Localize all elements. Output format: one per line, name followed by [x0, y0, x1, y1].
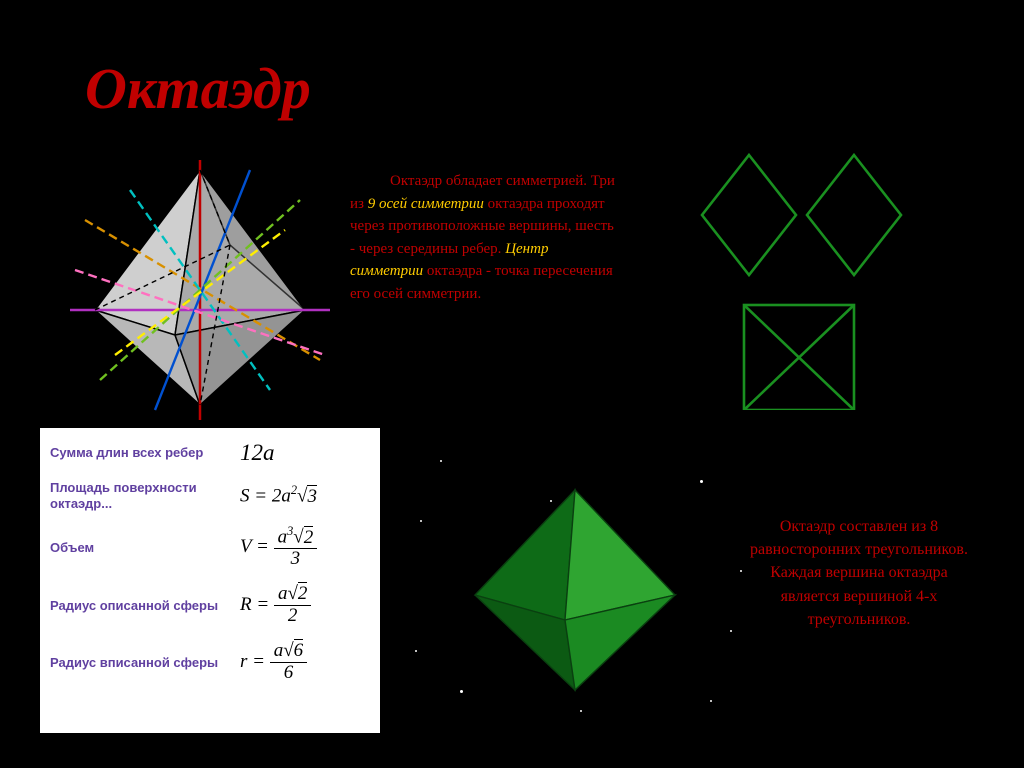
text-nine-axes: 9 осей симметрии	[368, 196, 484, 212]
formula-row-volume: Объем V = a3√23	[50, 525, 370, 570]
label-surface: Площадь поверхности октаэдр...	[50, 480, 240, 511]
main-description: Октаэдр обладает симметрией. Три из 9 ос…	[350, 170, 620, 305]
math-circum: R = a√22	[240, 584, 311, 627]
green-octahedron	[445, 480, 705, 700]
math-surface: S = 2a2√3	[240, 483, 317, 507]
label-circum: Радиус описанной сферы	[50, 598, 240, 614]
formula-row-edges: Сумма длин всех ребер 12a	[50, 440, 370, 466]
math-edges: 12a	[240, 440, 275, 466]
formula-row-surface: Площадь поверхности октаэдр... S = 2a2√3	[50, 480, 370, 511]
formula-row-circum: Радиус описанной сферы R = a√22	[50, 584, 370, 627]
page-title: Октаэдр	[85, 55, 311, 122]
formula-panel: Сумма длин всех ребер 12a Площадь поверх…	[40, 428, 380, 733]
math-inscribed: r = a√66	[240, 641, 307, 684]
label-edges: Сумма длин всех ребер	[50, 445, 240, 461]
label-volume: Объем	[50, 540, 240, 556]
octahedron-caption: Октаэдр составлен из 8 равносторонних тр…	[744, 515, 974, 631]
math-volume: V = a3√23	[240, 525, 317, 570]
green-projection-diagrams	[684, 130, 964, 410]
formula-row-inscribed: Радиус вписанной сферы r = a√66	[50, 641, 370, 684]
label-inscribed: Радиус вписанной сферы	[50, 655, 240, 671]
symmetry-diagram	[70, 160, 330, 420]
